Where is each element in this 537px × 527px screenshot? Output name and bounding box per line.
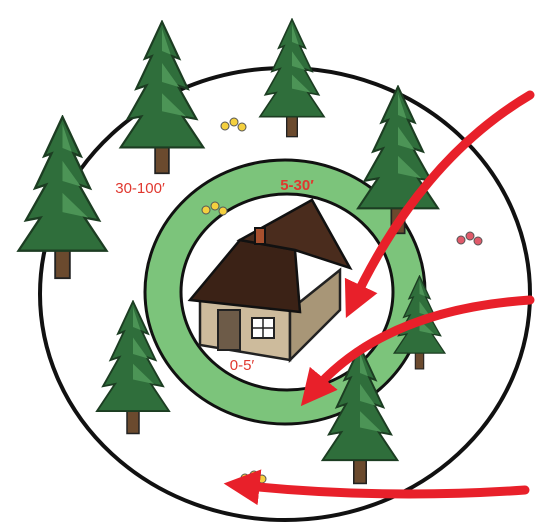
body: 30-100′ 5-30′ 0-5′ (() => { const data =… (0, 0, 537, 527)
diagram: 30-100′ 5-30′ 0-5′ (0, 0, 537, 527)
page: Defensible space zones {"zones": [{"labe… (0, 0, 537, 527)
zone-label: 30-100′ (115, 180, 165, 197)
zone-label: 5-30′ (280, 177, 314, 194)
zone-label: 0-5′ (230, 357, 255, 374)
